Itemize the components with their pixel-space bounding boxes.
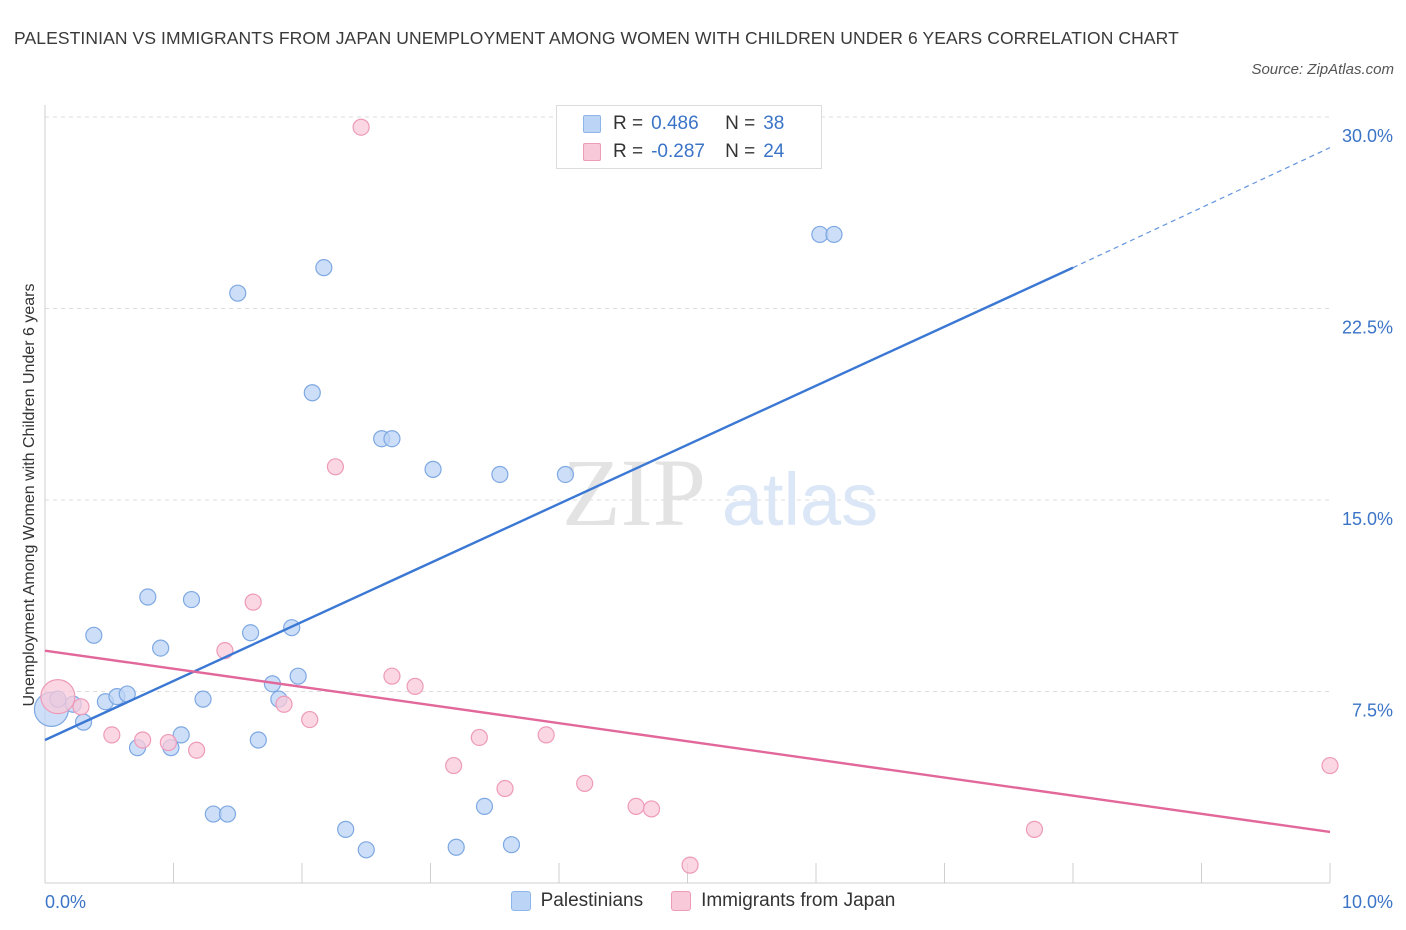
data-points: [33, 118, 1339, 874]
japan-point: [642, 800, 661, 818]
palestinian-point: [303, 384, 321, 402]
chart-title: PALESTINIAN VS IMMIGRANTS FROM JAPAN UNE…: [14, 28, 1179, 48]
legend-label-japan: Immigrants from Japan: [701, 890, 896, 911]
japan-point: [275, 695, 293, 713]
tick-labels: 7.5% 15.0% 22.5% 30.0% 0.0% 10.0%: [45, 126, 1393, 912]
japan-point: [537, 726, 555, 744]
japan-point: [1321, 756, 1339, 775]
palestinian-point: [383, 430, 401, 448]
r-label: R =: [613, 113, 644, 134]
legend-item-palestinians[interactable]: Palestinians: [510, 890, 644, 912]
palestinian-point: [424, 460, 442, 478]
palestinian-point: [337, 820, 355, 838]
palestinian-point: [242, 624, 260, 642]
palestinian-point: [139, 588, 157, 606]
japan-point: [103, 726, 121, 744]
correlation-legend: R = 0.486 N = 38 R = -0.287 N = 24: [556, 105, 822, 169]
palestinian-point: [357, 841, 375, 859]
n-value: 24: [763, 141, 785, 162]
legend-swatch-pink: [583, 143, 601, 161]
palestinian-point: [502, 836, 521, 854]
y-tick-label: 22.5%: [1342, 318, 1393, 338]
japan-point: [40, 679, 76, 715]
palestinian-point: [152, 639, 170, 657]
japan-point: [445, 756, 463, 775]
y-tick-label: 30.0%: [1342, 126, 1393, 146]
legend-label-palestinians: Palestinians: [540, 890, 644, 911]
n-label: N =: [725, 141, 756, 162]
japan-point: [576, 774, 594, 793]
watermark: ZIP atlas: [562, 439, 878, 546]
palestinian-point: [825, 225, 843, 244]
palestinian-trend-extension: [1072, 147, 1331, 269]
japan-point: [496, 779, 514, 798]
legend-swatch-pink: [671, 891, 692, 911]
palestinian-point: [556, 465, 575, 484]
japan-point: [383, 667, 401, 685]
y-tick-label: 7.5%: [1352, 701, 1393, 721]
japan-point: [681, 856, 699, 874]
palestinian-point: [315, 259, 333, 277]
legend-row-japan: R = -0.287 N = 24: [583, 139, 784, 165]
japan-point: [72, 698, 90, 716]
japan-point: [159, 733, 177, 752]
japan-point: [470, 728, 488, 747]
palestinian-point: [249, 731, 267, 749]
r-value: -0.287: [651, 141, 705, 162]
japan-point: [188, 741, 206, 759]
palestinian-point: [182, 590, 201, 609]
palestinian-point: [447, 838, 465, 856]
palestinian-point: [85, 626, 103, 644]
watermark-atlas: atlas: [722, 458, 878, 541]
japan-point: [134, 731, 152, 749]
n-value: 38: [763, 113, 785, 134]
palestinian-point: [229, 284, 247, 302]
gridlines: [45, 116, 1330, 692]
japan-point: [1025, 820, 1044, 838]
palestinian-point: [194, 690, 212, 708]
japan-point: [301, 710, 319, 729]
japan-point: [244, 593, 262, 611]
legend-swatch-blue: [583, 115, 601, 133]
trend-lines: [44, 147, 1331, 834]
japan-trend-line: [44, 649, 1331, 834]
source-label: Source: ZipAtlas.com: [1251, 61, 1394, 78]
japan-point: [326, 458, 345, 476]
palestinian-trend-line: [44, 266, 1074, 742]
palestinian-point: [218, 805, 237, 823]
legend-item-japan[interactable]: Immigrants from Japan: [671, 890, 895, 912]
japan-point: [627, 797, 645, 816]
series-legend: Palestinians Immigrants from Japan: [0, 890, 1406, 912]
x-tick-label: 10.0%: [1342, 892, 1393, 912]
x-tick-label: 0.0%: [45, 892, 86, 912]
japan-point: [352, 118, 370, 136]
legend-row-palestinians: R = 0.486 N = 38: [583, 111, 784, 137]
n-label: N =: [725, 113, 756, 134]
y-tick-label: 15.0%: [1342, 509, 1393, 529]
palestinian-point: [475, 797, 494, 816]
palestinian-point: [172, 726, 190, 744]
palestinian-point: [289, 667, 307, 685]
palestinian-point: [491, 465, 509, 484]
r-label: R =: [613, 141, 644, 162]
japan-point: [406, 677, 424, 695]
legend-swatch-blue: [510, 891, 531, 911]
r-value: 0.486: [651, 113, 699, 134]
